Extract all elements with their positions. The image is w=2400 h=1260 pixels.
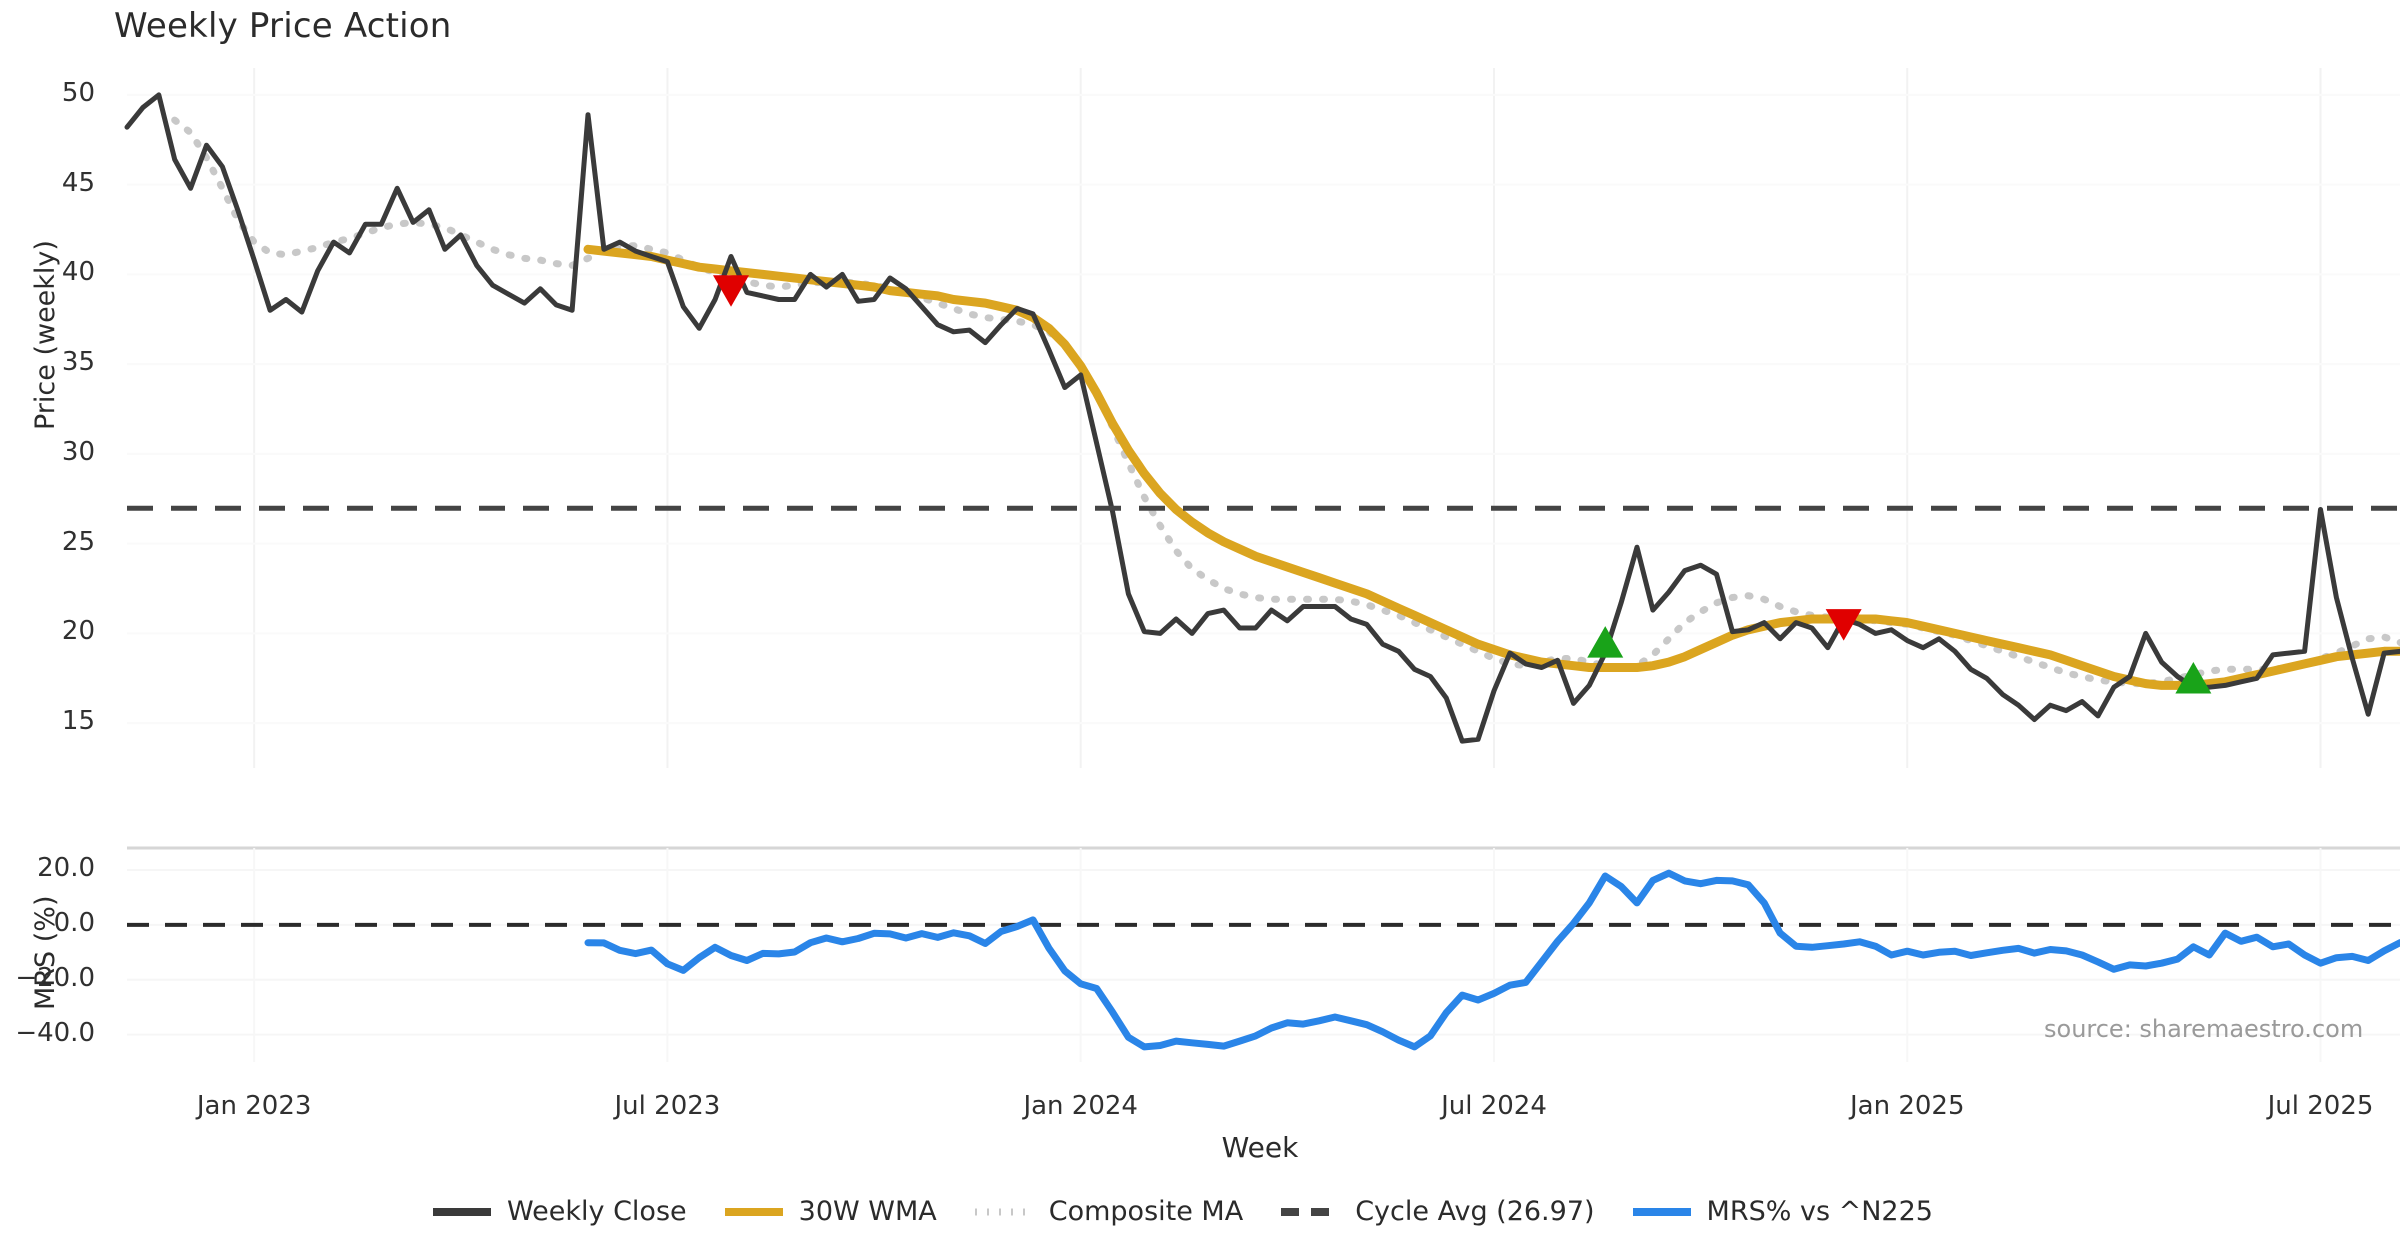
price-y-tick-label: 20 [61, 616, 95, 647]
x-tick-label: Jan 2024 [1023, 1091, 1138, 1121]
sell-marker-triangle[interactable] [713, 275, 750, 307]
composite-ma-line [171, 116, 2400, 688]
wma-30w-line [583, 244, 2400, 690]
buy-marker-triangle[interactable] [2175, 662, 2212, 694]
legend-swatch [433, 1207, 492, 1216]
sell-marker-triangle[interactable] [1825, 609, 1862, 641]
price-y-tick-label: 45 [61, 167, 95, 198]
legend-swatch [724, 1207, 783, 1216]
price-y-tick-label: 25 [61, 526, 95, 557]
mrs-y-tick-label: −40.0 [15, 1017, 95, 1048]
x-tick-label: Jul 2024 [1441, 1091, 1547, 1121]
legend-swatch [1281, 1207, 1340, 1216]
legend-item[interactable]: Weekly Close [431, 1196, 687, 1227]
legend-label: MRS% vs ^N225 [1706, 1196, 1933, 1227]
chart-canvas [124, 68, 2400, 1051]
legend-swatch [974, 1208, 1033, 1215]
source-watermark: source: sharemaestro.com [2044, 1015, 2364, 1043]
mrs-line [584, 869, 2400, 1051]
price-y-tick-label: 35 [61, 347, 95, 378]
mrs-y-tick-label: 0.0 [53, 907, 95, 938]
chart-title: Weekly Price Action [114, 6, 452, 46]
legend-label: Weekly Close [507, 1196, 687, 1227]
price-y-tick-label: 40 [61, 257, 95, 288]
legend-item[interactable]: 30W WMA [723, 1196, 937, 1227]
mrs-y-tick-label: 20.0 [37, 852, 95, 883]
legend-swatch [1632, 1207, 1691, 1216]
legend-label: Cycle Avg (26.97) [1355, 1196, 1595, 1227]
price-y-tick-label: 50 [61, 77, 95, 108]
buy-marker-triangle[interactable] [1587, 626, 1624, 658]
x-tick-label: Jul 2025 [2267, 1091, 2374, 1121]
legend-item[interactable]: MRS% vs ^N225 [1631, 1196, 1933, 1227]
x-tick-label: Jan 2025 [1849, 1091, 1965, 1121]
weekly-close-line [124, 92, 2400, 744]
chart-legend: Weekly Close 30W WMA Composite MA Cycle Avg… [0, 1196, 2400, 1227]
x-tick-label: Jan 2023 [196, 1091, 312, 1121]
legend-item[interactable]: Composite MA [973, 1196, 1243, 1227]
mrs-y-tick-label: −20.0 [15, 962, 95, 993]
price-y-tick-label: 30 [61, 436, 95, 467]
price-y-tick-label: 15 [61, 706, 95, 737]
x-axis-label: Week [1221, 1131, 1299, 1164]
x-tick-label: Jul 2023 [614, 1091, 721, 1121]
legend-label: 30W WMA [798, 1196, 937, 1227]
legend-item[interactable]: Cycle Avg (26.97) [1279, 1196, 1595, 1227]
legend-label: Composite MA [1048, 1196, 1244, 1227]
